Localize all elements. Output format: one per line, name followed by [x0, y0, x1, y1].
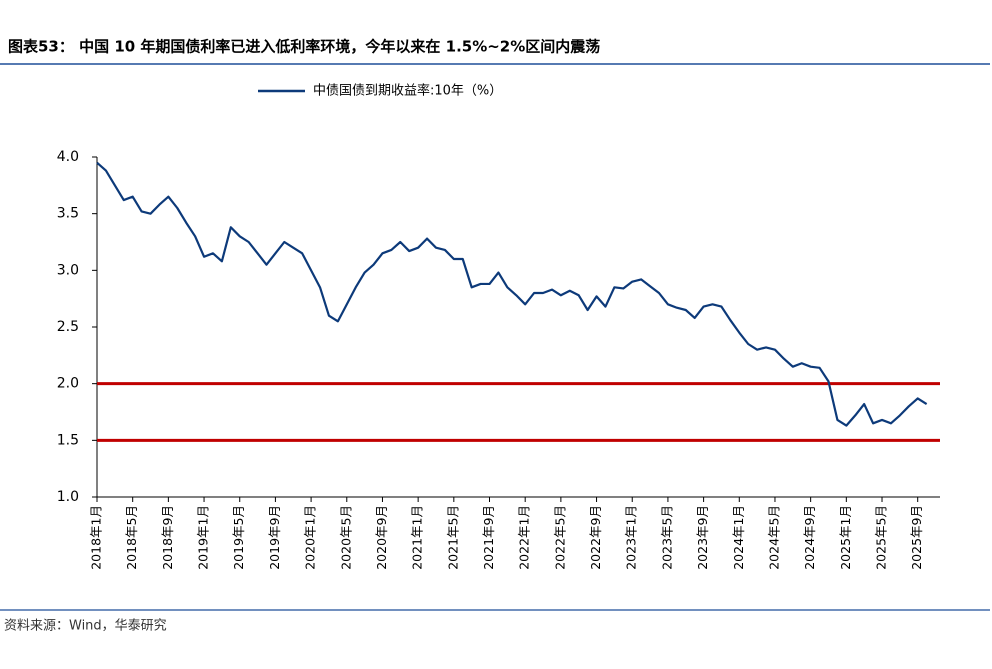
- y-tick-label: 1.0: [57, 489, 79, 505]
- chart-title: 图表53： 中国 10 年期国债利率已进入低利率环境，今年以来在 1.5%~2%…: [8, 38, 600, 56]
- x-tick-label: 2020年9月: [374, 505, 389, 570]
- y-tick-label: 2.5: [57, 319, 79, 335]
- legend-label: 中债国债到期收益率:10年（%）: [313, 83, 502, 99]
- x-tick-label: 2022年5月: [552, 505, 567, 570]
- y-tick-label: 3.0: [57, 262, 79, 278]
- source-note: 资料来源：Wind，华泰研究: [4, 619, 167, 634]
- x-tick-label: 2022年9月: [588, 505, 603, 570]
- x-tick-label: 2025年9月: [909, 505, 924, 570]
- x-tick-label: 2020年5月: [338, 505, 353, 570]
- x-tick-label: 2019年9月: [267, 505, 282, 570]
- x-tick-label: 2018年9月: [160, 505, 175, 570]
- x-tick-label: 2025年5月: [874, 505, 889, 570]
- x-tick-label: 2018年5月: [124, 505, 139, 570]
- x-tick-label: 2019年1月: [196, 505, 211, 570]
- data-line: [96, 161, 928, 427]
- x-tick-label: 2018年1月: [89, 505, 104, 570]
- x-tick-label: 2023年5月: [659, 505, 674, 570]
- x-tick-label: 2024年5月: [766, 505, 781, 570]
- x-tick-label: 2019年5月: [231, 505, 246, 570]
- x-tick-label: 2023年9月: [695, 505, 710, 570]
- x-tick-label: 2025年1月: [838, 505, 853, 570]
- y-tick-label: 2.0: [57, 376, 79, 392]
- x-tick-label: 2021年5月: [445, 505, 460, 570]
- x-tick-label: 2022年1月: [517, 505, 532, 570]
- y-tick-label: 1.5: [57, 432, 79, 448]
- x-tick-label: 2023年1月: [624, 505, 639, 570]
- x-tick-label: 2020年1月: [303, 505, 318, 570]
- x-tick-label: 2024年1月: [731, 505, 746, 570]
- x-tick-label: 2021年1月: [410, 505, 425, 570]
- x-tick-label: 2024年9月: [802, 505, 817, 570]
- x-tick-label: 2021年9月: [481, 505, 496, 570]
- y-tick-label: 4.0: [57, 149, 79, 165]
- y-tick-label: 3.5: [57, 206, 79, 222]
